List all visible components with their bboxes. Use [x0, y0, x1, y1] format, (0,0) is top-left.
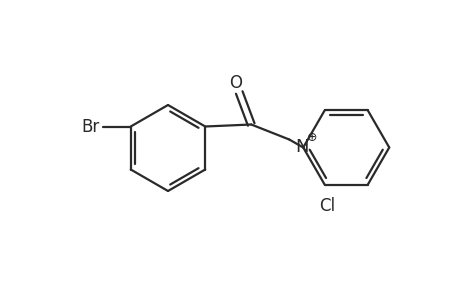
Text: Br: Br	[81, 118, 100, 136]
Text: ⊕: ⊕	[306, 131, 317, 144]
Text: O: O	[228, 74, 241, 92]
Text: N: N	[295, 137, 308, 155]
Text: Cl: Cl	[318, 197, 334, 215]
